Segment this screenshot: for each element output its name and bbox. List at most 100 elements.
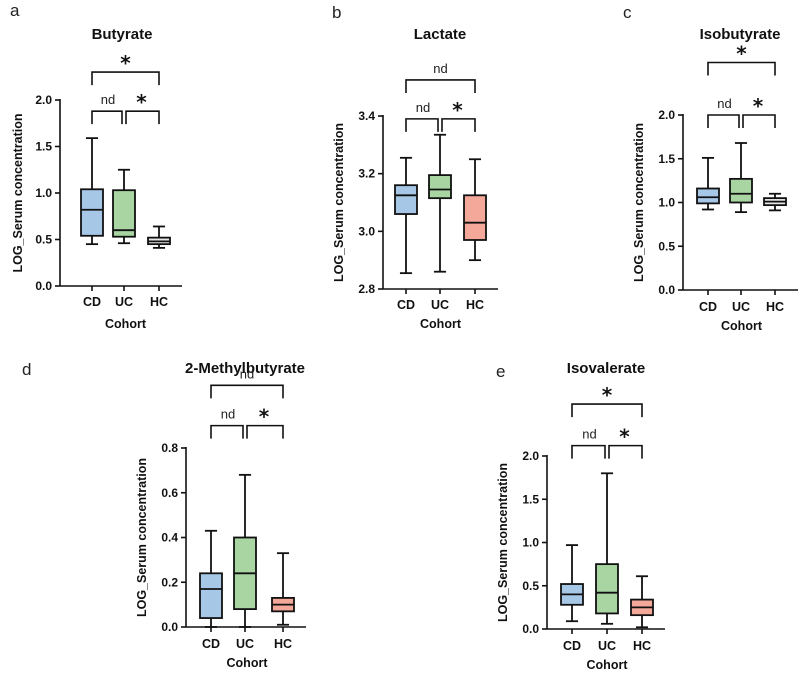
significance-bracket <box>571 403 643 418</box>
x-tick-label: HC <box>633 639 651 653</box>
significance-label: nd <box>221 407 235 422</box>
y-axis-label: LOG_Serum concentration <box>496 463 510 622</box>
y-tick-label: 2.0 <box>658 108 675 122</box>
panel-letter: e <box>496 362 505 381</box>
y-tick-label: 0.4 <box>161 531 178 545</box>
x-tick-label: UC <box>236 637 254 651</box>
box-iqr <box>80 188 104 237</box>
significance-bracket <box>608 444 643 459</box>
significance-bracket <box>441 118 476 132</box>
box-iqr <box>463 194 487 241</box>
y-tick-label: 0.0 <box>658 283 675 297</box>
box-hc <box>763 192 787 212</box>
x-tick-label: HC <box>150 295 168 309</box>
panel-c: c Isobutyrate 0.0 0.5 1.0 1.5 2.0 LOG_Serum con… <box>623 3 798 333</box>
significance-label: * <box>120 51 131 75</box>
box-iqr <box>595 563 619 615</box>
y-tick-label: 2.0 <box>522 449 539 463</box>
box-iqr <box>112 189 136 238</box>
y-tick-label: 0.8 <box>161 441 178 455</box>
chart-title: 2-Methylbutyrate <box>185 360 305 377</box>
significance-label: * <box>259 405 270 429</box>
x-axis-label: Cohort <box>587 658 629 672</box>
significance-label: * <box>753 94 764 118</box>
chart-title: Isovalerate <box>567 360 645 377</box>
box-uc <box>112 168 136 245</box>
box-uc <box>428 133 452 273</box>
x-tick-label: UC <box>115 295 133 309</box>
significance-label: * <box>452 98 463 122</box>
significance-bracket <box>405 79 476 93</box>
box-hc <box>271 552 295 626</box>
box-cd <box>199 529 223 628</box>
y-tick-label: 1.5 <box>35 140 52 154</box>
significance-label: nd <box>240 366 254 381</box>
box-iqr <box>428 174 452 200</box>
significance-bracket <box>405 118 439 132</box>
x-axis-label: Cohort <box>105 317 147 331</box>
x-tick-label: CD <box>699 300 717 314</box>
y-tick-label: 2.8 <box>358 282 375 296</box>
box-iqr <box>199 572 223 619</box>
significance-bracket <box>246 424 284 439</box>
box-uc <box>233 473 257 628</box>
significance-bracket <box>707 114 740 128</box>
y-tick-label: 0.5 <box>522 579 539 593</box>
y-axis-label: LOG_Serum concentration <box>632 123 646 282</box>
x-tick-label: UC <box>431 298 449 312</box>
significance-label: nd <box>717 96 731 111</box>
x-axis-label: Cohort <box>721 319 763 333</box>
x-tick-label: UC <box>598 639 616 653</box>
box-uc <box>595 472 619 625</box>
x-tick-label: HC <box>766 300 784 314</box>
x-tick-label: HC <box>466 298 484 312</box>
significance-bracket <box>210 424 244 439</box>
significance-label: * <box>619 425 630 449</box>
y-axis-label: LOG_Serum concentration <box>11 113 25 272</box>
significance-bracket <box>742 114 776 128</box>
chart-title: Isobutyrate <box>700 26 781 43</box>
panel-letter: c <box>623 3 632 22</box>
y-tick-label: 0.6 <box>161 486 178 500</box>
y-tick-label: 1.0 <box>658 196 675 210</box>
y-axis-label: LOG_Serum concentration <box>135 458 149 617</box>
significance-label: nd <box>101 92 115 107</box>
x-tick-label: CD <box>202 637 220 651</box>
panel-d: d 2-Methylbutyrate 0.0 0.2 0.4 0.6 0.8 LOG_Seru… <box>22 360 306 670</box>
significance-bracket <box>125 110 160 125</box>
panel-letter: b <box>332 3 341 22</box>
y-tick-label: 0.0 <box>161 620 178 634</box>
y-tick-label: 3.0 <box>358 224 375 238</box>
box-cd <box>80 137 104 246</box>
chart-title: Lactate <box>414 26 467 43</box>
y-tick-label: 3.2 <box>358 167 375 181</box>
box-cd <box>560 544 584 623</box>
y-tick-label: 3.4 <box>358 109 375 123</box>
box-hc <box>630 575 654 629</box>
y-tick-label: 1.0 <box>522 536 539 550</box>
panel-b: b Lactate 2.8 3.0 3.2 3.4 LOG_Serum concentrat… <box>332 3 498 331</box>
y-tick-label: 0.0 <box>522 622 539 636</box>
box-hc <box>463 158 487 262</box>
chart-title: Butyrate <box>92 26 153 43</box>
panel-e: e Isovalerate 0.0 0.5 1.0 1.5 2.0 LOG_Serum con… <box>496 360 665 672</box>
y-tick-label: 0.5 <box>658 239 675 253</box>
x-axis-label: Cohort <box>227 656 269 670</box>
box-iqr <box>394 184 418 215</box>
x-tick-label: CD <box>397 298 415 312</box>
box-uc <box>729 142 753 214</box>
box-iqr <box>696 187 720 205</box>
significance-bracket <box>571 444 606 459</box>
x-tick-label: CD <box>563 639 581 653</box>
significance-label: nd <box>433 61 447 76</box>
y-tick-label: 0.2 <box>161 575 178 589</box>
box-cd <box>394 156 418 275</box>
y-tick-label: 0.5 <box>35 233 52 247</box>
y-tick-label: 0.0 <box>35 279 52 293</box>
significance-label: nd <box>416 100 430 115</box>
panel-letter: d <box>22 360 31 379</box>
significance-label: * <box>602 383 613 407</box>
panel-a: a Butyrate 0.0 0.5 1.0 1.5 2.0 LOG_Serum concen… <box>10 1 182 331</box>
box-iqr <box>729 177 753 204</box>
